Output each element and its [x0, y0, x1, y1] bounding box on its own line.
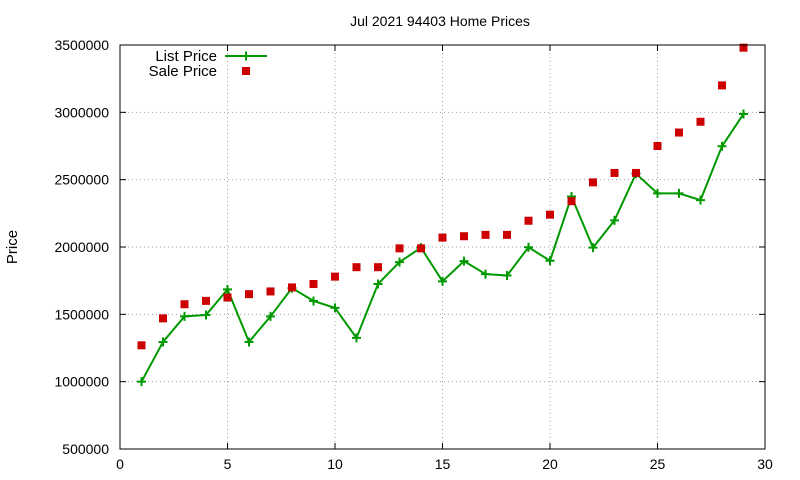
sale-price-point	[223, 293, 232, 302]
x-tick-label: 20	[542, 456, 558, 472]
grid	[120, 45, 765, 449]
sale-price-point	[159, 314, 167, 323]
sale-price-point	[589, 178, 597, 187]
sale-price-point	[352, 263, 361, 272]
list-price-point	[588, 243, 598, 253]
x-tick-label: 10	[327, 456, 343, 472]
list-price-point	[502, 271, 512, 281]
sale-price-point	[653, 142, 662, 150]
y-tick-label: 1000000	[54, 374, 109, 390]
legend-label: List Price	[155, 48, 217, 65]
y-tick-label: 500000	[62, 441, 109, 457]
list-price-point	[674, 188, 684, 198]
y-tick-label: 2000000	[54, 239, 109, 255]
list-price-point	[395, 257, 404, 267]
plot-area	[137, 43, 748, 387]
list-price-point	[223, 284, 232, 294]
sale-price-point	[417, 244, 425, 253]
sale-price-point	[610, 168, 619, 177]
x-tick-label: 25	[650, 456, 666, 472]
list-price-point	[180, 311, 189, 321]
y-tick-label: 1500000	[54, 306, 109, 322]
sale-price-point	[395, 244, 404, 253]
sale-price-point	[481, 230, 490, 239]
plot-frame	[119, 44, 766, 450]
sale-price-point	[460, 232, 468, 241]
sale-price-point	[202, 296, 210, 305]
sale-price-point	[438, 233, 447, 242]
x-tick-label: 15	[435, 456, 451, 472]
sale-price-point	[546, 210, 554, 219]
list-price-point	[717, 141, 727, 151]
legend-swatch-marker	[242, 67, 250, 75]
list-price-point	[330, 303, 340, 313]
sale-price-point	[675, 128, 683, 137]
sale-price-point	[374, 263, 382, 272]
sale-price-point	[331, 272, 339, 281]
x-tick-label: 0	[116, 456, 124, 472]
sale-price-point	[739, 43, 748, 52]
x-tick-label: 30	[757, 456, 773, 472]
legend-swatch-marker	[241, 51, 251, 61]
axis-ticks: 0 5 10 15 20 25 30 500000 1000000 1500000 2000000 2…	[54, 37, 773, 472]
sale-price-point	[288, 283, 296, 292]
list-price-point	[438, 276, 447, 286]
sale-price-point	[137, 341, 146, 350]
list-price-point	[244, 337, 254, 347]
list-price-point	[309, 296, 318, 306]
list-price-point	[201, 310, 211, 320]
sale-price-point	[503, 230, 511, 239]
sale-price-point	[718, 81, 726, 90]
sale-price-point	[309, 280, 318, 289]
list-price-point	[158, 337, 168, 347]
sale-price-point	[567, 197, 576, 206]
y-tick-label: 3500000	[54, 37, 109, 53]
sale-price-point	[696, 117, 705, 126]
list-price-point	[610, 215, 619, 225]
x-tick-label: 5	[224, 456, 232, 472]
sale-price-point	[245, 290, 253, 299]
list-price-point	[137, 377, 146, 387]
list-price-point	[739, 109, 748, 119]
sale-price-point	[266, 287, 275, 296]
y-axis-label: Price	[4, 230, 21, 264]
list-price-point	[481, 269, 490, 279]
list-price-point	[459, 256, 469, 266]
list-price-point	[352, 333, 361, 343]
sale-price-point	[180, 300, 189, 309]
list-price-point	[266, 311, 275, 321]
legend-label: Sale Price	[149, 63, 217, 80]
y-tick-label: 3000000	[54, 104, 109, 120]
sale-price-point	[632, 168, 640, 177]
list-price-point	[653, 188, 662, 198]
list-price-point	[696, 195, 705, 205]
list-price-point	[373, 279, 383, 289]
chart-title: Jul 2021 94403 Home Prices	[350, 13, 530, 29]
series-list-price	[137, 109, 748, 387]
list-price-point	[524, 242, 533, 252]
y-tick-label: 2500000	[54, 172, 109, 188]
series-sale-price	[137, 43, 748, 350]
sale-price-point	[524, 216, 533, 225]
list-price-point	[545, 256, 555, 266]
